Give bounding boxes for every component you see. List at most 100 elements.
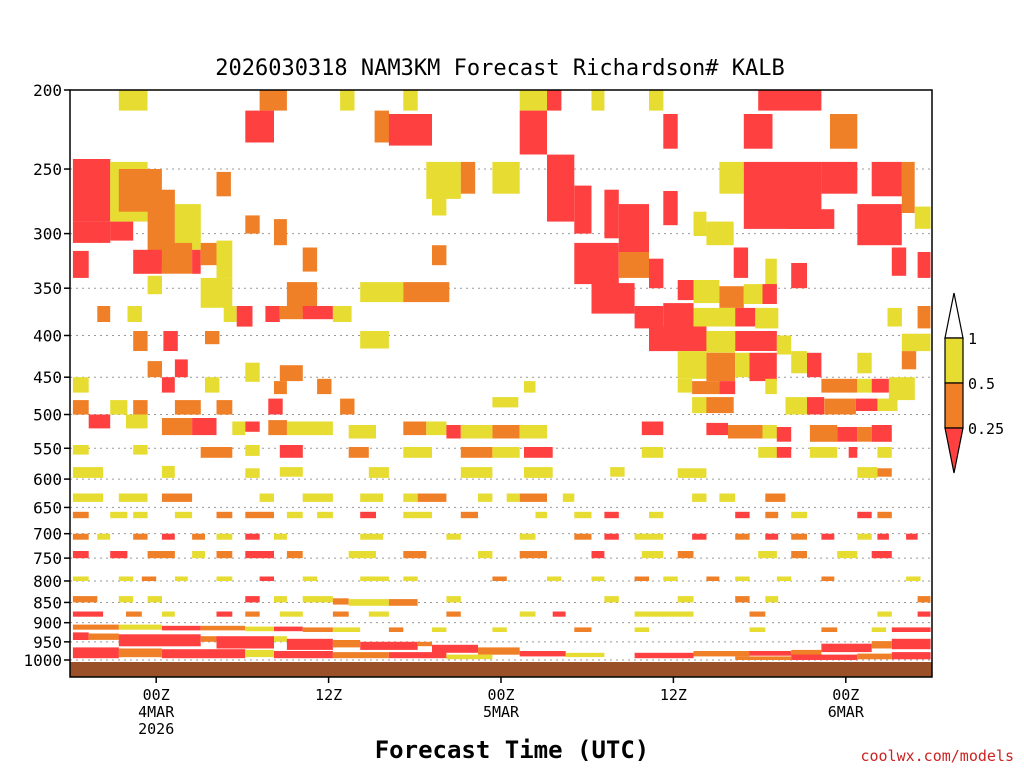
ri-cell — [216, 533, 233, 540]
ri-cell — [830, 114, 858, 149]
ri-cell — [360, 533, 384, 540]
x-tick-label: 00Z — [143, 686, 170, 704]
ri-cell — [147, 596, 162, 603]
ri-cell — [837, 427, 858, 442]
ri-cell — [426, 421, 447, 436]
ri-cell — [72, 493, 104, 502]
ri-cell — [332, 640, 361, 648]
ri-cell — [72, 467, 104, 478]
ri-cell — [719, 381, 736, 395]
ri-cell — [706, 221, 734, 246]
ri-cell — [871, 378, 889, 393]
ri-cell — [118, 90, 148, 111]
ri-cell — [641, 447, 664, 458]
ri-cell — [279, 467, 303, 477]
ri-cell — [88, 633, 119, 640]
y-axis: 200 250 300 350 400 450 500 550 600 650 700 750 800 8… — [23, 81, 70, 670]
ri-cell — [374, 110, 389, 143]
ri-cell — [174, 511, 193, 519]
x-tick-label: 00Z — [832, 686, 859, 704]
ri-cell — [192, 551, 205, 559]
ri-cell — [824, 398, 856, 415]
ri-cell — [245, 110, 274, 143]
ri-cell — [776, 427, 792, 442]
ri-cell — [460, 425, 493, 439]
ri-cell — [72, 551, 89, 559]
ri-cell — [547, 154, 575, 222]
ri-cell — [857, 467, 878, 478]
ri-cell — [147, 275, 162, 295]
ri-cell — [888, 377, 915, 401]
ri-cell — [216, 240, 233, 278]
ri-cell — [216, 551, 233, 559]
ri-cell — [340, 398, 355, 415]
ri-cell — [663, 114, 678, 149]
ri-cell — [317, 378, 332, 395]
ri-cell — [417, 641, 433, 647]
colorbar-label: 0.5 — [968, 375, 995, 393]
ri-cell — [677, 351, 707, 379]
ri-cell — [417, 493, 447, 502]
ri-cell — [192, 249, 201, 274]
ri-cell — [519, 110, 547, 155]
ri-cell — [72, 400, 89, 415]
ri-cell — [205, 331, 220, 345]
x-tick-label: 5MAR — [483, 703, 520, 721]
ri-cell — [161, 649, 246, 659]
ri-cell — [791, 351, 807, 374]
ri-cell — [446, 596, 461, 603]
ri-cell — [97, 533, 111, 540]
ri-cell — [216, 171, 231, 197]
ri-cell — [735, 533, 750, 540]
ri-cell — [174, 359, 188, 378]
ri-cell — [552, 611, 566, 617]
y-tick-label: 250 — [33, 160, 62, 179]
ri-cell — [677, 280, 694, 301]
ri-cell — [492, 425, 520, 439]
ri-cell — [492, 161, 520, 194]
ri-cell — [388, 114, 432, 146]
ri-cell — [348, 599, 389, 606]
ri-cell — [906, 576, 921, 581]
ri-cell — [591, 551, 605, 559]
ri-cell — [274, 636, 287, 642]
ri-cell — [877, 398, 898, 411]
ri-cell — [735, 307, 756, 327]
ri-cell — [917, 252, 931, 278]
ri-cell — [906, 533, 918, 540]
ri-cell — [126, 611, 142, 617]
ri-cell — [133, 533, 148, 540]
ri-cell — [837, 551, 858, 559]
y-tick-label: 300 — [33, 225, 62, 244]
ri-cell — [735, 331, 777, 351]
ri-cell — [133, 331, 148, 351]
ri-cell — [161, 493, 193, 502]
ri-cell — [692, 493, 707, 502]
ri-cell — [749, 352, 777, 382]
ri-cell — [848, 447, 858, 458]
ri-cell — [877, 468, 892, 477]
ri-cell — [693, 651, 750, 657]
ri-cell — [388, 599, 418, 606]
ri-cell — [274, 651, 333, 659]
ri-cell — [871, 627, 887, 632]
ri-cell — [677, 596, 694, 603]
ri-cell — [604, 189, 619, 239]
ri-cell — [519, 551, 547, 559]
y-tick-label: 900 — [33, 614, 62, 633]
ri-cell — [857, 352, 872, 374]
ri-cell — [562, 493, 575, 502]
colorbar-label: 0.25 — [968, 420, 1004, 438]
ri-cell — [72, 250, 89, 278]
ri-cell — [268, 420, 287, 436]
ri-cell — [348, 425, 376, 439]
ri-cell — [118, 596, 134, 603]
ri-cell — [758, 551, 777, 559]
ri-cell — [161, 533, 175, 540]
ri-cell — [857, 427, 872, 442]
ri-cell — [641, 551, 664, 559]
ri-cell — [735, 576, 750, 581]
ri-cell — [348, 447, 369, 458]
ri-cell — [762, 284, 777, 304]
ri-cell — [259, 90, 287, 111]
